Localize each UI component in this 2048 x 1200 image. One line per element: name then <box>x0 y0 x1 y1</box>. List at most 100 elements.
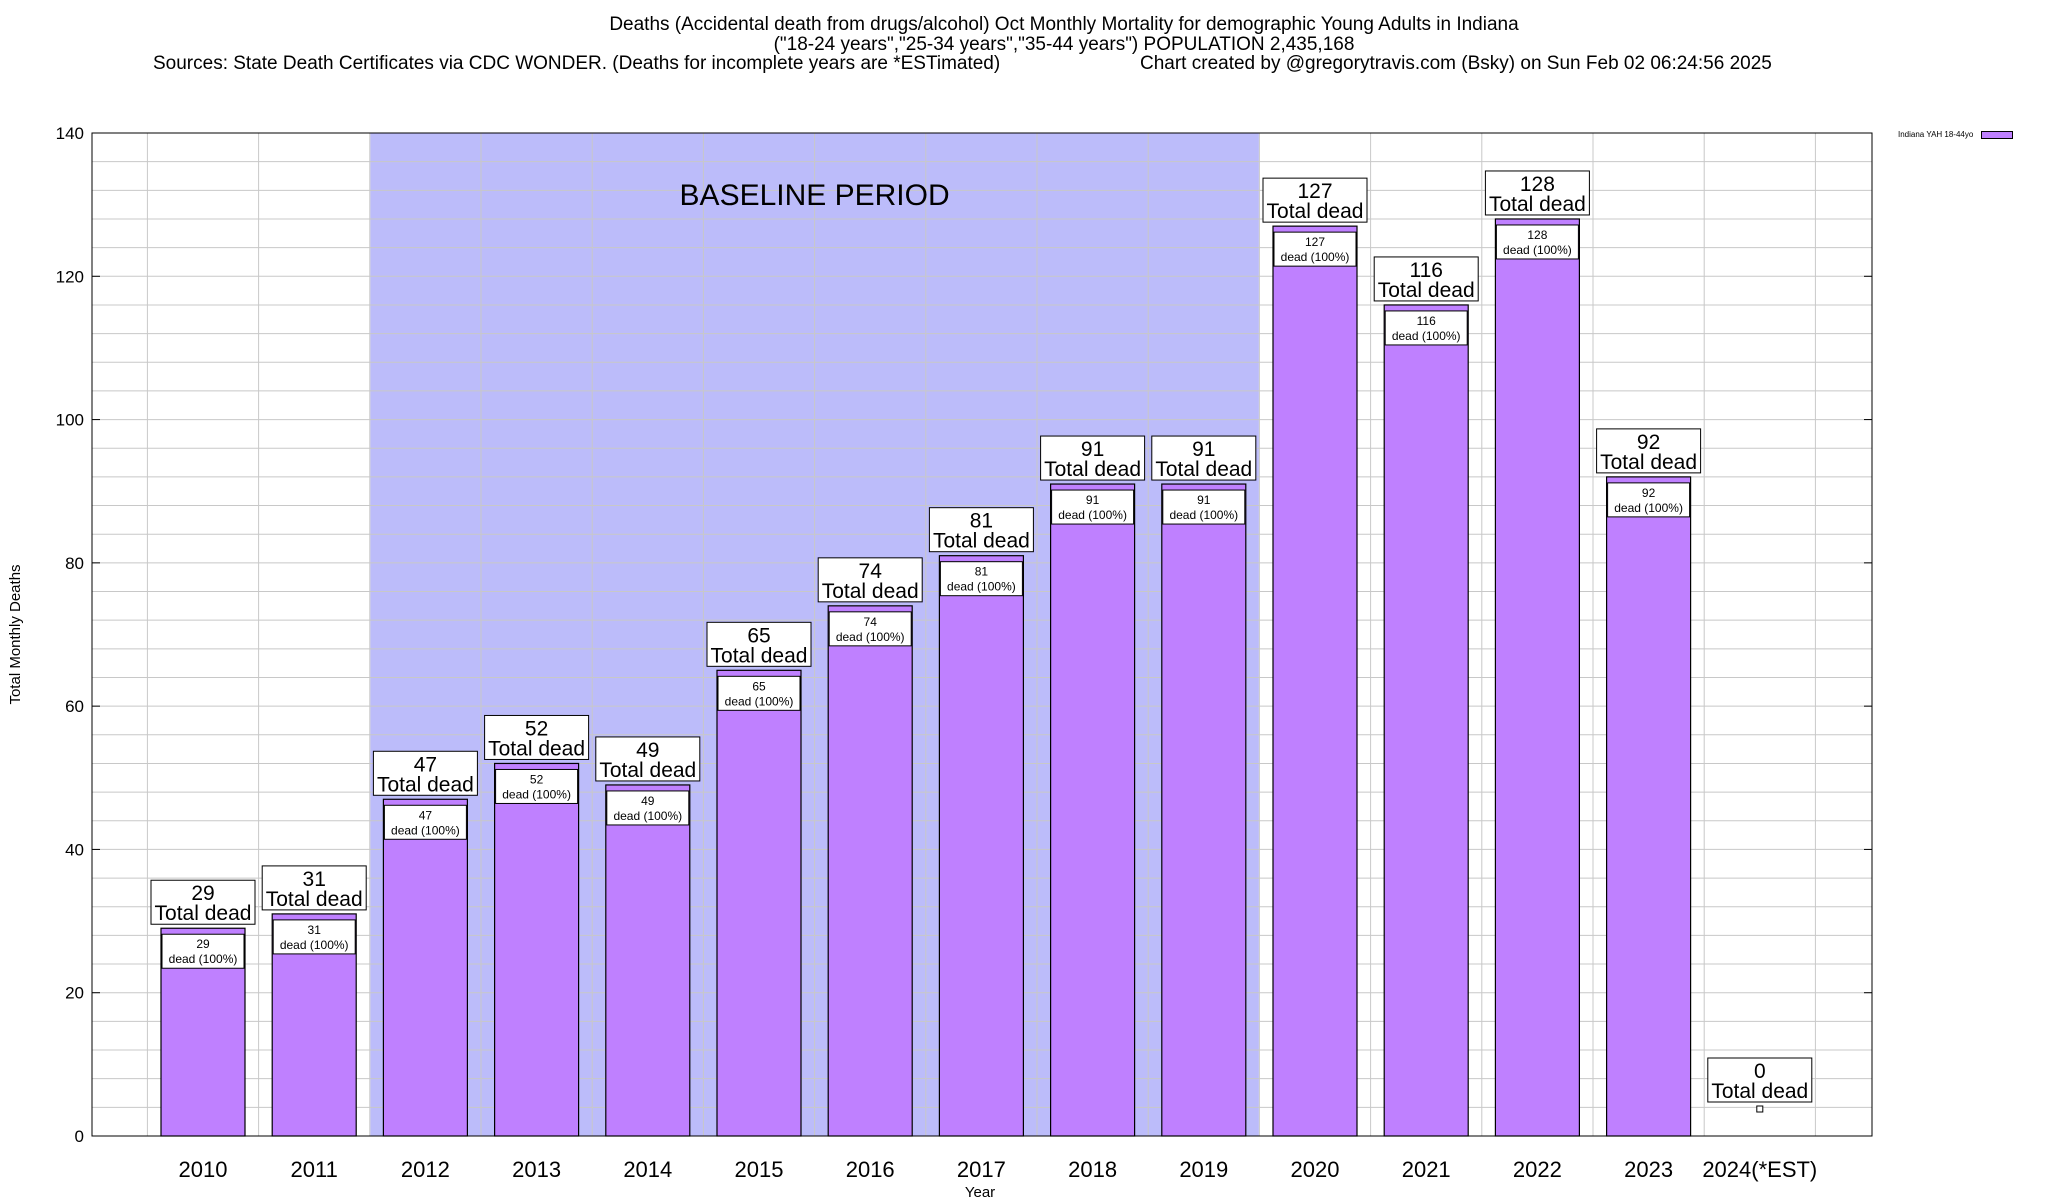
bar <box>1049 483 1136 1137</box>
bar-top-label-box <box>817 557 923 603</box>
bar-inner-value: 81 <box>975 565 989 579</box>
bar-top-label-box <box>1373 256 1479 302</box>
bar-top-label: Total dead <box>155 902 252 925</box>
bar-inner-value: 74 <box>864 615 878 629</box>
bar <box>1272 225 1358 1137</box>
bar-top-value: 74 <box>859 560 883 583</box>
bar-top-value: 91 <box>1081 438 1104 461</box>
x-tick-label: 2022 <box>1513 1157 1562 1182</box>
bar-inner-value: 128 <box>1527 228 1547 242</box>
x-tick-label: 2015 <box>735 1157 784 1182</box>
bar-inner-label: dead (100%) <box>280 938 349 952</box>
bar-inner-value: 49 <box>641 794 655 808</box>
chart-subtitle: ("18-24 years","25-34 years","35-44 year… <box>773 34 1355 55</box>
x-tick-label: 2021 <box>1402 1157 1451 1182</box>
bar <box>382 798 468 1137</box>
bar-top-label-box <box>1040 435 1146 481</box>
x-tick-label: 2012 <box>401 1157 450 1182</box>
bar-top-label: Total dead <box>1267 200 1364 223</box>
bar-top-value: 91 <box>1192 438 1215 461</box>
baseline-period-label: BASELINE PERIOD <box>680 179 950 212</box>
bar-top-value: 47 <box>414 753 437 776</box>
bar-inner-value: 47 <box>419 808 433 822</box>
y-tick-label: 0 <box>75 1127 84 1146</box>
bar-top-label: Total dead <box>1489 193 1586 216</box>
bar-top-label: Total dead <box>1044 458 1141 481</box>
x-tick-label: 2017 <box>957 1157 1006 1182</box>
bar-inner-label-box <box>1162 489 1246 525</box>
x-tick-label: 2018 <box>1068 1157 1117 1182</box>
bar-top-value: 92 <box>1637 431 1660 454</box>
bar <box>494 762 580 1137</box>
bar-top-label: Total dead <box>377 773 474 796</box>
bar <box>1494 218 1581 1137</box>
bar-top-value: 0 <box>1754 1060 1766 1083</box>
x-tick-label: 2013 <box>512 1157 561 1182</box>
bar-top-label: Total dead <box>599 759 696 782</box>
bar-inner-label: dead (100%) <box>1281 250 1350 264</box>
bar-top-value: 127 <box>1297 180 1332 203</box>
bar-top-label-box <box>261 865 367 911</box>
bar-inner-label-box <box>161 933 245 969</box>
bar <box>605 784 691 1137</box>
x-tick-label: 2024(*EST) <box>1702 1157 1817 1182</box>
bar-top-label-box <box>1262 177 1368 223</box>
y-tick-label: 80 <box>65 554 84 573</box>
bar-inner-label: dead (100%) <box>613 809 682 823</box>
bar-inner-label: dead (100%) <box>1169 508 1238 522</box>
bar-top-label: Total dead <box>711 644 808 667</box>
bar-top-label-box <box>595 736 701 782</box>
bar-top-value: 29 <box>191 882 214 905</box>
bar-top-value: 81 <box>970 510 993 533</box>
legend: Indiana YAH 18-44yo <box>1898 130 2014 139</box>
bar-inner-label: dead (100%) <box>1614 501 1683 515</box>
bar-top-label: Total dead <box>933 530 1030 553</box>
bar-inner-label-box <box>1384 310 1468 346</box>
bar-top-label-box <box>706 621 812 667</box>
bar-top-label: Total dead <box>1378 279 1475 302</box>
x-tick-label: 2010 <box>179 1157 228 1182</box>
bar-top-label-box <box>1151 435 1257 481</box>
y-axis-title: Total Monthly Deaths <box>7 564 24 704</box>
x-tick-label: 2023 <box>1624 1157 1673 1182</box>
bar-top-label-box <box>484 714 590 760</box>
bar-top-label-box <box>1596 428 1702 474</box>
bar-inner-label-box <box>1051 489 1135 525</box>
bar-inner-label: dead (100%) <box>836 630 905 644</box>
chart-credit: Chart created by @gregorytravis.com (Bsk… <box>1140 53 1772 74</box>
bar-top-value: 65 <box>747 624 770 647</box>
bar-top-value: 128 <box>1520 173 1555 196</box>
bar-inner-label-box <box>828 611 912 647</box>
bar-top-label-box <box>1707 1057 1813 1103</box>
bar <box>1605 476 1692 1137</box>
legend-swatch <box>1981 130 2014 139</box>
x-tick-label: 2011 <box>291 1157 338 1182</box>
x-tick-label: 2014 <box>623 1157 672 1182</box>
bar-top-value: 52 <box>525 717 548 740</box>
x-tick-label: 2020 <box>1291 1157 1340 1182</box>
bar-inner-label: dead (100%) <box>1503 243 1572 257</box>
bar-top-label: Total dead <box>488 737 585 760</box>
bar-inner-label: dead (100%) <box>169 952 238 966</box>
bar-inner-value: 65 <box>752 679 766 693</box>
bar-inner-label: dead (100%) <box>502 787 571 801</box>
bar-inner-value: 52 <box>530 772 544 786</box>
x-tick-label: 2019 <box>1179 1157 1228 1182</box>
bar-inner-value: 116 <box>1417 314 1436 328</box>
bar-top-label-box <box>1484 170 1590 216</box>
bar-inner-label-box <box>272 919 356 955</box>
bar-top-label-box <box>150 879 256 925</box>
bar-inner-label-box <box>383 804 467 840</box>
bar-top-label: Total dead <box>822 580 919 603</box>
bar-inner-label: dead (100%) <box>947 580 1016 594</box>
bar-top-label: Total dead <box>1711 1080 1808 1103</box>
chart-sources: Sources: State Death Certificates via CD… <box>153 53 1001 74</box>
bar-top-value: 31 <box>303 868 326 891</box>
y-tick-label: 120 <box>56 267 84 286</box>
bar <box>827 605 913 1137</box>
bar-zero-marker <box>1756 1105 1764 1113</box>
bar-top-value: 116 <box>1409 259 1442 282</box>
bar-inner-label-box <box>495 768 579 804</box>
x-axis-title: Year <box>965 1184 995 1200</box>
